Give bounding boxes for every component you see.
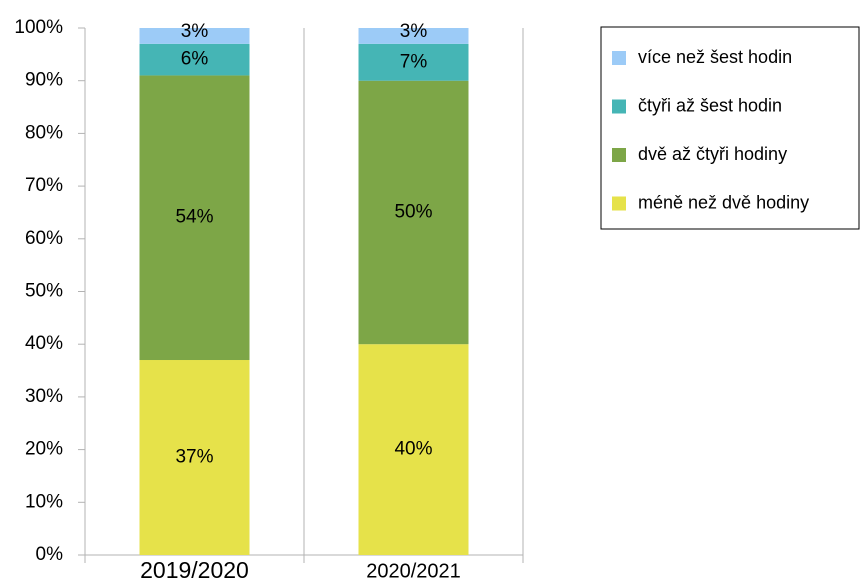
bar-segment	[358, 344, 469, 555]
bar-segment	[358, 43, 469, 81]
y-tick-label: 20%	[25, 439, 63, 460]
x-tick-label: 2020/2021	[366, 560, 461, 582]
value-label: 54%	[175, 207, 213, 228]
legend-label: čtyři až šest hodin	[638, 95, 782, 115]
bar-segment	[139, 43, 250, 76]
bar-segment	[139, 28, 250, 44]
legend-swatch	[612, 99, 626, 114]
value-label: 3%	[181, 21, 209, 42]
value-label: 3%	[400, 21, 428, 42]
y-tick-label: 70%	[25, 175, 63, 196]
value-label: 40%	[394, 439, 432, 460]
value-label: 6%	[181, 49, 209, 70]
value-label: 50%	[394, 201, 432, 222]
legend-label: méně než dvě hodiny	[638, 192, 809, 212]
y-tick-label: 80%	[25, 122, 63, 143]
legend-swatch	[612, 196, 626, 211]
y-tick-label: 100%	[14, 17, 63, 38]
bar-segment	[358, 80, 469, 345]
y-tick-label: 30%	[25, 386, 63, 407]
y-tick-label: 60%	[25, 228, 63, 249]
y-tick-label: 10%	[25, 491, 63, 512]
bar-segment	[358, 28, 469, 44]
legend-box	[600, 26, 860, 230]
y-tick-label: 40%	[25, 333, 63, 354]
bar-segment	[139, 75, 250, 361]
bar-segment	[139, 360, 250, 555]
legend-label: dvě až čtyři hodiny	[638, 144, 787, 164]
legend-swatch	[612, 148, 626, 162]
value-label: 37%	[175, 447, 213, 468]
y-tick-label: 90%	[25, 70, 63, 91]
x-tick-label: 2019/2020	[140, 557, 249, 583]
value-label: 7%	[400, 51, 428, 72]
legend-label: více než šest hodin	[638, 47, 792, 67]
y-tick-label: 0%	[36, 544, 64, 565]
y-tick-label: 50%	[25, 281, 63, 302]
legend-swatch	[612, 51, 626, 65]
